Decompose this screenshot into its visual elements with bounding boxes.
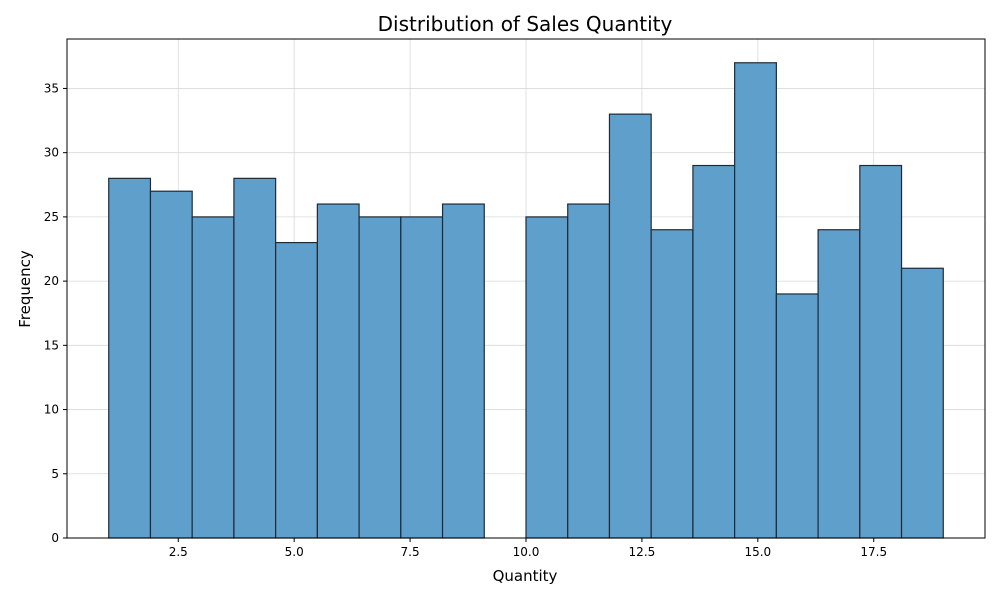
histogram-bar (775, 293, 819, 539)
histogram-bar (859, 164, 903, 539)
x-tick-label: 12.5 (629, 545, 656, 559)
histogram-bar (608, 113, 652, 539)
histogram-bar (900, 267, 944, 539)
x-tick-label: 7.5 (401, 545, 420, 559)
bars (108, 62, 944, 539)
histogram-bar (817, 229, 861, 539)
histogram-bar (233, 177, 277, 539)
y-axis: 0 5 10 15 20 25 30 35 (44, 81, 67, 545)
histogram-bar (316, 203, 360, 539)
y-tick-label: 35 (44, 81, 59, 95)
histogram-bar (692, 164, 736, 539)
histogram-bar (358, 216, 402, 539)
x-tick-label: 5.0 (285, 545, 304, 559)
x-tick-label: 10.0 (513, 545, 540, 559)
histogram-bar (525, 216, 569, 539)
histogram-bar (650, 229, 694, 539)
y-tick-label: 15 (44, 338, 59, 352)
chart-title: Distribution of Sales Quantity (378, 12, 673, 36)
y-axis-label: Frequency (16, 250, 34, 328)
x-axis: 2.5 5.0 7.5 10.0 12.5 15.0 17.5 (169, 538, 887, 559)
y-tick-label: 20 (44, 274, 59, 288)
x-tick-label: 2.5 (169, 545, 188, 559)
y-tick-label: 0 (51, 531, 59, 545)
y-tick-label: 30 (44, 146, 59, 160)
x-tick-label: 17.5 (860, 545, 887, 559)
histogram-bar (441, 203, 485, 539)
histogram-bar (567, 203, 611, 539)
histogram-bar (191, 216, 235, 539)
y-tick-label: 10 (44, 403, 59, 417)
y-tick-label: 5 (51, 467, 59, 481)
histogram-bar (275, 241, 318, 539)
histogram-bar (734, 62, 777, 539)
histogram-bar (400, 216, 444, 539)
x-tick-label: 15.0 (744, 545, 771, 559)
histogram-bar (149, 190, 193, 539)
y-tick-label: 25 (44, 210, 59, 224)
x-axis-label: Quantity (493, 567, 558, 585)
histogram-bar (108, 177, 152, 539)
